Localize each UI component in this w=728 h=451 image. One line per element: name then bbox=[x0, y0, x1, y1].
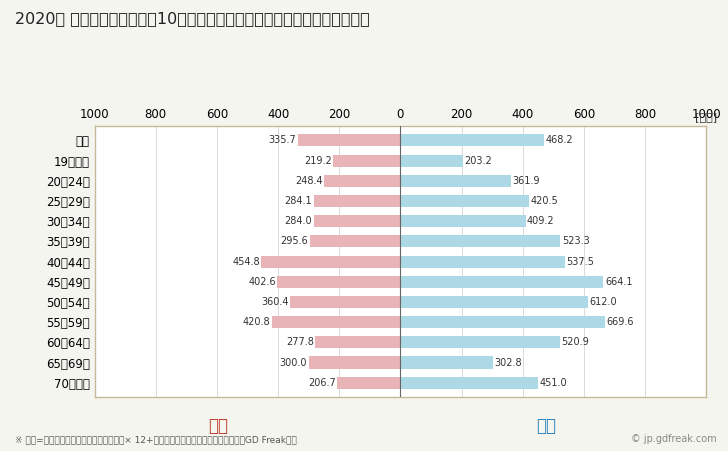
Bar bbox=[400, 256, 565, 267]
Bar bbox=[400, 235, 561, 248]
Bar bbox=[277, 276, 400, 288]
Text: 206.7: 206.7 bbox=[308, 378, 336, 388]
Bar bbox=[400, 356, 493, 368]
Text: 203.2: 203.2 bbox=[464, 156, 492, 166]
Text: 360.4: 360.4 bbox=[261, 297, 289, 307]
Bar bbox=[400, 276, 604, 288]
Text: 284.0: 284.0 bbox=[285, 216, 312, 226]
Text: 420.8: 420.8 bbox=[242, 317, 270, 327]
Text: 248.4: 248.4 bbox=[296, 176, 323, 186]
Text: 523.3: 523.3 bbox=[562, 236, 590, 246]
Bar bbox=[290, 296, 400, 308]
Bar bbox=[400, 377, 538, 389]
Text: 300.0: 300.0 bbox=[280, 358, 307, 368]
Text: 335.7: 335.7 bbox=[269, 135, 296, 145]
Bar bbox=[310, 235, 400, 248]
Bar bbox=[400, 316, 605, 328]
Text: ※ 年収=「きまって支給する現金給与額」× 12+「年間賞与その他特別給与額」としてGD Freak推計: ※ 年収=「きまって支給する現金給与額」× 12+「年間賞与その他特別給与額」と… bbox=[15, 435, 296, 444]
Text: 284.1: 284.1 bbox=[285, 196, 312, 206]
Text: 219.2: 219.2 bbox=[304, 156, 332, 166]
Text: 男性: 男性 bbox=[536, 417, 556, 435]
Text: 451.0: 451.0 bbox=[540, 378, 567, 388]
Text: 420.5: 420.5 bbox=[531, 196, 558, 206]
Bar bbox=[261, 256, 400, 267]
Bar bbox=[400, 215, 526, 227]
Text: 277.8: 277.8 bbox=[286, 337, 314, 347]
Bar bbox=[272, 316, 400, 328]
Text: 402.6: 402.6 bbox=[248, 277, 276, 287]
Bar bbox=[337, 377, 400, 389]
Text: 女性: 女性 bbox=[208, 417, 229, 435]
Text: 361.9: 361.9 bbox=[513, 176, 540, 186]
Text: 664.1: 664.1 bbox=[605, 277, 633, 287]
Bar bbox=[325, 175, 400, 187]
Text: 520.9: 520.9 bbox=[561, 337, 589, 347]
Text: 295.6: 295.6 bbox=[281, 236, 309, 246]
Bar bbox=[400, 195, 529, 207]
Bar bbox=[309, 356, 400, 368]
Text: 454.8: 454.8 bbox=[232, 257, 260, 267]
Text: 468.2: 468.2 bbox=[545, 135, 573, 145]
Text: 2020年 民間企業（従業者数10人以上）フルタイム労働者の男女別平均年収: 2020年 民間企業（従業者数10人以上）フルタイム労働者の男女別平均年収 bbox=[15, 11, 369, 26]
Text: 302.8: 302.8 bbox=[494, 358, 522, 368]
Text: 409.2: 409.2 bbox=[527, 216, 555, 226]
Bar bbox=[400, 134, 544, 147]
Bar bbox=[400, 155, 462, 167]
Bar bbox=[400, 175, 511, 187]
Bar bbox=[400, 336, 560, 349]
Bar bbox=[298, 134, 400, 147]
Text: © jp.gdfreak.com: © jp.gdfreak.com bbox=[631, 434, 717, 444]
Text: 669.6: 669.6 bbox=[606, 317, 634, 327]
Bar bbox=[315, 336, 400, 349]
Bar bbox=[314, 195, 400, 207]
Text: 612.0: 612.0 bbox=[589, 297, 617, 307]
Text: [万円]: [万円] bbox=[695, 112, 717, 122]
Bar bbox=[400, 296, 587, 308]
Bar bbox=[314, 215, 400, 227]
Bar bbox=[333, 155, 400, 167]
Text: 537.5: 537.5 bbox=[566, 257, 594, 267]
